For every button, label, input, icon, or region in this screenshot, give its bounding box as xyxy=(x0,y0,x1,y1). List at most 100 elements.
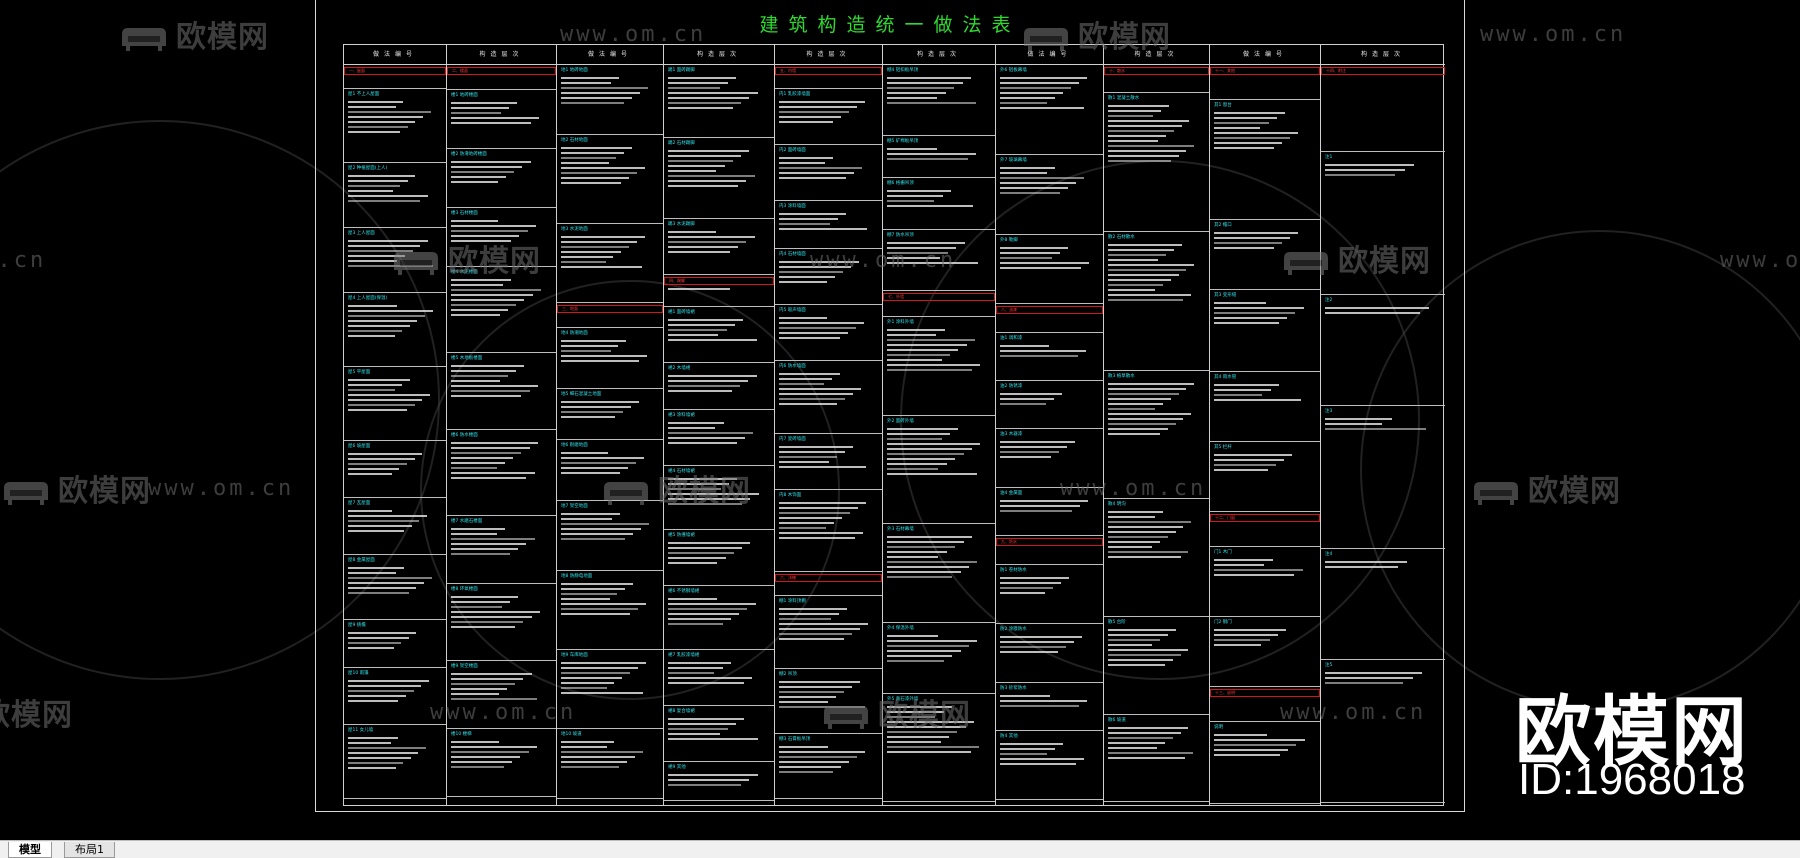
text-line xyxy=(348,637,409,639)
section-title: 内1 乳胶漆墙面 xyxy=(779,92,811,97)
sofa-icon xyxy=(0,478,52,508)
text-line xyxy=(561,593,618,595)
text-line xyxy=(779,116,841,118)
text-line xyxy=(1108,644,1153,646)
text-line xyxy=(1325,672,1423,674)
column-header: 做法编号 xyxy=(1210,45,1320,65)
table-column: 构造层次 十四、附注 注1 注2 注3 注4 注5 xyxy=(1321,45,1445,805)
section-title: 其4 雨水管 xyxy=(1214,375,1237,380)
text-line xyxy=(779,383,824,385)
text-line xyxy=(348,404,415,406)
text-line xyxy=(887,645,969,647)
text-line xyxy=(561,266,643,268)
text-line xyxy=(779,223,830,225)
text-line xyxy=(887,650,961,652)
watermark-logo: 欧模网 xyxy=(1470,466,1621,510)
text-line xyxy=(887,655,953,657)
text-line xyxy=(1214,312,1296,314)
construction-section: 屋9 挑檐 xyxy=(344,620,446,668)
construction-section: 外1 涂料外墙 xyxy=(883,317,995,416)
construction-section: 地9 车库地面 xyxy=(557,650,663,729)
section-title: 散6 坡道 xyxy=(1108,718,1126,723)
text-line xyxy=(887,87,955,89)
text-line xyxy=(451,395,522,397)
text-line xyxy=(668,427,716,429)
text-line xyxy=(668,498,751,500)
section-title: 裙2 木墙裙 xyxy=(668,366,691,371)
text-line xyxy=(348,757,411,759)
text-line xyxy=(887,190,952,192)
section-title: 地10 坡道 xyxy=(561,732,582,737)
construction-section: 注5 xyxy=(1321,660,1445,803)
construction-section: 内5 吸声墙面 xyxy=(775,305,882,361)
text-line xyxy=(451,528,506,530)
text-line xyxy=(348,335,395,337)
section-title: 地8 防静电地面 xyxy=(561,574,593,579)
text-line xyxy=(348,700,399,702)
text-line xyxy=(779,111,849,113)
construction-section: 地8 防静电地面 xyxy=(557,571,663,650)
text-line xyxy=(451,230,528,232)
text-line xyxy=(561,411,624,413)
text-line xyxy=(779,517,842,519)
text-line xyxy=(779,172,854,174)
text-line xyxy=(561,167,646,169)
text-line xyxy=(451,447,530,449)
text-line xyxy=(451,462,506,464)
text-line xyxy=(779,761,849,763)
text-line xyxy=(668,185,739,187)
text-line xyxy=(1214,127,1261,129)
text-line xyxy=(1108,634,1168,636)
text-line xyxy=(1214,389,1271,391)
text-line xyxy=(779,446,853,448)
tab-model[interactable]: 模型 xyxy=(8,842,52,858)
text-line xyxy=(348,310,433,312)
text-line xyxy=(1000,641,1074,643)
text-line xyxy=(451,112,501,114)
text-line xyxy=(887,635,939,637)
text-line xyxy=(348,399,423,401)
text-line xyxy=(348,330,403,332)
text-line xyxy=(779,608,847,610)
construction-section: 其5 栏杆 xyxy=(1210,442,1320,512)
section-title: 外4 保温外墙 xyxy=(887,626,914,631)
text-line xyxy=(561,345,619,347)
text-line xyxy=(561,82,612,84)
category-header: 三、地面 xyxy=(557,305,663,313)
category-header: 二、楼面 xyxy=(447,67,556,75)
tab-layout1[interactable]: 布局1 xyxy=(64,842,115,858)
text-line xyxy=(1000,393,1062,395)
text-line xyxy=(668,87,720,89)
cad-model-space[interactable]: 建筑构造统一做法表 做法编号 一、屋面 屋1 不上人屋面 屋2 种植屋面(上人) 屋3 … xyxy=(0,0,1800,840)
construction-section: 地3 水泥地面 xyxy=(557,224,663,303)
text-line xyxy=(668,774,758,776)
text-line xyxy=(887,660,944,662)
text-line xyxy=(561,241,638,243)
text-line xyxy=(348,767,396,769)
text-line xyxy=(348,305,398,307)
text-line xyxy=(668,324,735,326)
section-title: 棚4 铝扣板吊顶 xyxy=(887,68,919,73)
text-line xyxy=(561,746,607,748)
text-line xyxy=(887,711,944,713)
text-line xyxy=(668,552,734,554)
text-line xyxy=(1108,403,1163,405)
text-line xyxy=(348,520,420,522)
text-line xyxy=(561,182,622,184)
construction-section: 八、油漆 xyxy=(996,304,1103,333)
text-line xyxy=(1108,727,1189,729)
text-line xyxy=(887,536,973,538)
text-line xyxy=(561,172,638,174)
text-line xyxy=(348,582,424,584)
text-line xyxy=(1214,559,1273,561)
text-line xyxy=(348,379,410,381)
section-title: 外2 面砖外墙 xyxy=(887,419,914,424)
text-line xyxy=(887,473,978,475)
text-line xyxy=(451,761,513,763)
section-title: 棚1 涂料顶棚 xyxy=(779,599,806,604)
construction-section: 六、顶棚 xyxy=(775,572,882,596)
construction-section: 说明 xyxy=(1210,722,1320,804)
text-line xyxy=(668,562,718,564)
text-line xyxy=(348,389,395,391)
text-line xyxy=(348,647,394,649)
